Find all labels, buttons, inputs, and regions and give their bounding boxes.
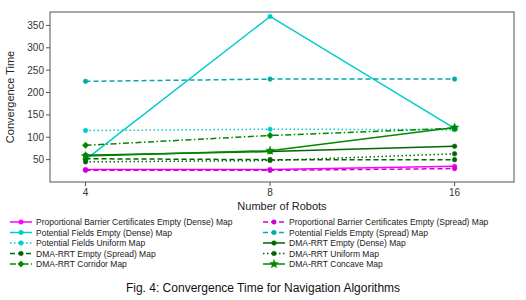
legend-marker (272, 251, 277, 256)
point (268, 157, 273, 162)
point (83, 128, 88, 133)
point (267, 132, 273, 138)
point (452, 144, 457, 149)
legend-label: DMA-RRT Uniform Map (289, 249, 379, 259)
series (83, 156, 457, 161)
legend-label: Proportional Barrier Certificates Empty … (36, 217, 233, 227)
y-tick (46, 137, 50, 138)
x-tick (270, 182, 271, 186)
y-tick (46, 70, 50, 71)
point (268, 167, 273, 172)
point (83, 168, 88, 173)
legend-label: DMA-RRT Corridor Map (36, 259, 127, 269)
series-line (86, 128, 455, 145)
y-tick (46, 25, 50, 26)
legend-label: DMA-RRT Concave Map (289, 259, 383, 269)
point (268, 158, 273, 163)
series (83, 14, 457, 162)
legend-label: Potential Fields Empty (Dense) Map (36, 228, 172, 238)
point (452, 77, 457, 82)
series (83, 164, 457, 172)
y-tick-label: 150 (27, 109, 44, 120)
y-tick (46, 92, 50, 93)
point (268, 168, 273, 173)
series (82, 125, 457, 148)
x-tick (85, 182, 86, 186)
legend-marker (19, 251, 24, 256)
y-tick-label: 250 (27, 65, 44, 76)
legend-label: DMA-RRT Empty (Spread) Map (36, 249, 156, 259)
point (452, 166, 457, 171)
y-axis-label: Convergence Time (4, 51, 16, 143)
legend-label: Potential Fields Uniform Map (36, 238, 145, 248)
point (81, 152, 90, 160)
legend-label: Potential Fields Empty (Spread) Map (289, 228, 428, 238)
legend-marker (272, 241, 277, 246)
x-axis-label: Number of Robots (237, 200, 327, 212)
x-tick-label: 8 (267, 187, 273, 198)
x-tick-label: 16 (449, 187, 461, 198)
y-tick-label: 300 (27, 42, 44, 53)
series (81, 123, 459, 160)
legend-marker (19, 230, 24, 235)
legend-marker (272, 220, 277, 225)
point (83, 79, 88, 84)
legend-label: Proportional Barrier Certificates Empty … (289, 217, 489, 227)
plot-area (81, 14, 459, 172)
caption: Fig. 4: Convergence Time for Navigation … (126, 281, 400, 295)
y-tick-label: 200 (27, 87, 44, 98)
legend-marker (18, 261, 24, 267)
point (266, 146, 275, 154)
point (450, 123, 459, 131)
chart: 50 100 150 200 250 300 350 4 8 16 Number of Robots… (0, 0, 526, 300)
point (83, 160, 88, 165)
point (452, 152, 457, 157)
series (83, 77, 457, 84)
series (83, 152, 457, 165)
series (83, 166, 457, 172)
y-tick-label: 350 (27, 20, 44, 31)
legend-marker (19, 220, 24, 225)
y-tick-label: 50 (33, 154, 45, 165)
y-tick (46, 114, 50, 115)
legend-marker (272, 230, 277, 235)
series (83, 144, 457, 158)
point (83, 167, 88, 172)
legend-marker (19, 241, 24, 246)
series-line (86, 127, 455, 156)
x-tick-label: 4 (83, 187, 89, 198)
series-line (86, 16, 455, 159)
legend-marker (270, 260, 279, 268)
point (82, 142, 88, 148)
y-tick-label: 100 (27, 132, 44, 143)
x-tick (454, 182, 455, 186)
y-tick (46, 159, 50, 160)
point (452, 157, 457, 162)
plot-frame (50, 12, 514, 182)
legend: Proportional Barrier Certificates Empty … (10, 217, 489, 269)
legend-label: DMA-RRT Empty (Dense) Map (289, 238, 406, 248)
point (268, 127, 273, 132)
point (268, 77, 273, 82)
point (268, 14, 273, 19)
y-tick (46, 47, 50, 48)
